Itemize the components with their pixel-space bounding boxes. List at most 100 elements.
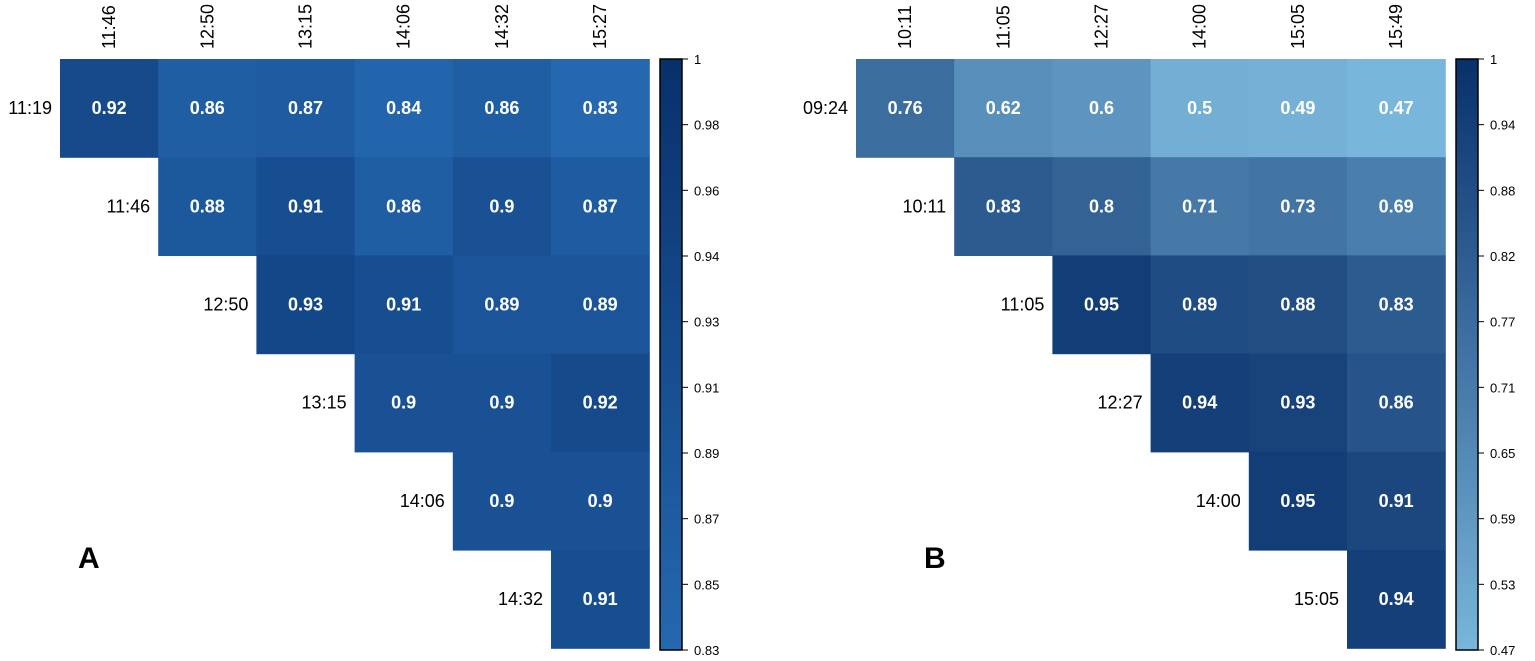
heatmap-cell bbox=[1347, 451, 1446, 551]
cell-value-label: 0.8 bbox=[1089, 196, 1114, 216]
colorbar-tick-label: 0.93 bbox=[694, 315, 719, 330]
colorbar-tick-label: 0.47 bbox=[1490, 643, 1515, 656]
cell-value-label: 0.9 bbox=[391, 393, 416, 413]
colorbar-tick-label: 0.98 bbox=[694, 118, 719, 133]
column-label: 11:05 bbox=[993, 5, 1013, 49]
heatmap-cell bbox=[1150, 59, 1250, 158]
heatmap-cell bbox=[256, 157, 356, 256]
row-label: 11:46 bbox=[106, 196, 150, 216]
colorbar bbox=[659, 58, 683, 651]
heatmap-cell bbox=[954, 157, 1053, 256]
row-label: 09:24 bbox=[803, 98, 848, 118]
heatmap-cell bbox=[1052, 157, 1152, 256]
column-label: 14:00 bbox=[1190, 4, 1210, 49]
cell-value-label: 0.5 bbox=[1187, 98, 1212, 118]
colorbar-tick-label: 0.59 bbox=[1490, 512, 1515, 527]
colorbar-tick-label: 0.94 bbox=[694, 249, 719, 264]
cell-value-label: 0.94 bbox=[1379, 589, 1414, 609]
heatmap-cell bbox=[1347, 59, 1446, 158]
cell-value-label: 0.62 bbox=[986, 98, 1021, 118]
row-label: 10:11 bbox=[902, 196, 946, 216]
heatmap-cell bbox=[1052, 59, 1152, 158]
cell-value-label: 0.91 bbox=[386, 295, 421, 315]
heatmap-cell bbox=[1052, 255, 1152, 355]
panel-a: 11:46 12:50 13:15 14:06 14:32 15:27 0.92 0.86 0.… bbox=[8, 4, 719, 658]
colorbar-tick-label: 0.89 bbox=[694, 446, 719, 461]
cell-value-label: 0.91 bbox=[583, 589, 618, 609]
column-label: 15:27 bbox=[590, 4, 610, 49]
row-label: 12:50 bbox=[203, 295, 248, 315]
panel-b: 10:11 11:05 12:27 14:00 15:05 15:49 0.76 0.62 0.… bbox=[803, 4, 1515, 658]
heatmap-cell bbox=[354, 353, 454, 453]
heatmap-cell bbox=[551, 157, 650, 256]
heatmap-cell bbox=[551, 59, 650, 158]
row-label: 14:32 bbox=[498, 589, 543, 609]
colorbar bbox=[1455, 58, 1479, 651]
cell-value-label: 0.86 bbox=[190, 98, 225, 118]
cell-value-label: 0.9 bbox=[489, 196, 514, 216]
cell-value-label: 0.89 bbox=[484, 295, 519, 315]
cell-value-label: 0.9 bbox=[489, 393, 514, 413]
row-label: 11:19 bbox=[8, 98, 52, 118]
heatmap-cell bbox=[954, 59, 1053, 158]
row-label: 13:15 bbox=[302, 393, 347, 413]
heatmap-cell bbox=[452, 59, 552, 158]
row-label: 12:27 bbox=[1098, 393, 1143, 413]
cell-value-label: 0.86 bbox=[386, 196, 421, 216]
colorbar-tick-label: 0.77 bbox=[1490, 315, 1515, 330]
column-label: 13:15 bbox=[296, 4, 316, 49]
heatmap-cell bbox=[1248, 451, 1348, 551]
heatmap-cell bbox=[1347, 353, 1446, 453]
cell-value-label: 0.83 bbox=[986, 196, 1021, 216]
cell-value-label: 0.93 bbox=[1280, 393, 1315, 413]
colorbar-tick-label: 0.87 bbox=[694, 512, 719, 527]
row-label: 15:05 bbox=[1294, 589, 1339, 609]
colorbar-tick-label: 0.71 bbox=[1490, 380, 1515, 395]
panel-letter: B bbox=[924, 542, 946, 575]
cell-value-label: 0.86 bbox=[484, 98, 519, 118]
colorbar-tick-label: 1 bbox=[694, 52, 701, 67]
heatmap-cell bbox=[354, 59, 454, 158]
column-label: 15:49 bbox=[1386, 4, 1406, 49]
cell-value-label: 0.83 bbox=[583, 98, 618, 118]
heatmap-cell bbox=[158, 157, 257, 256]
column-label: 12:27 bbox=[1092, 4, 1112, 49]
colorbar-tick-label: 0.94 bbox=[1490, 118, 1515, 133]
heatmap-cell bbox=[856, 59, 955, 158]
column-label: 14:06 bbox=[394, 4, 414, 49]
heatmap-cell bbox=[256, 255, 356, 355]
cell-value-label: 0.91 bbox=[1379, 491, 1414, 511]
heatmap-cell bbox=[551, 550, 650, 649]
colorbar-tick-label: 0.53 bbox=[1490, 577, 1515, 592]
heatmap-cell bbox=[551, 353, 650, 453]
cell-value-label: 0.91 bbox=[288, 196, 323, 216]
cell-value-label: 0.47 bbox=[1379, 98, 1414, 118]
colorbar-tick-label: 0.96 bbox=[694, 183, 719, 198]
cell-value-label: 0.6 bbox=[1089, 98, 1114, 118]
heatmap-cell bbox=[60, 59, 159, 158]
column-label: 12:50 bbox=[197, 4, 217, 49]
colorbar-tick-label: 0.83 bbox=[694, 643, 719, 656]
row-label: 14:00 bbox=[1196, 491, 1241, 511]
cell-value-label: 0.71 bbox=[1182, 196, 1217, 216]
cell-value-label: 0.88 bbox=[1280, 295, 1315, 315]
heatmap-cell bbox=[1248, 157, 1348, 256]
cell-value-label: 0.69 bbox=[1379, 196, 1414, 216]
heatmap-cell bbox=[158, 59, 257, 158]
cell-value-label: 0.89 bbox=[583, 295, 618, 315]
cell-value-label: 0.86 bbox=[1379, 393, 1414, 413]
heatmap-cell bbox=[1248, 59, 1348, 158]
row-label: 14:06 bbox=[400, 491, 445, 511]
heatmap-cell bbox=[551, 255, 650, 355]
colorbar-tick-label: 1 bbox=[1490, 52, 1497, 67]
colorbar-tick-label: 0.91 bbox=[694, 380, 719, 395]
cell-value-label: 0.87 bbox=[288, 98, 323, 118]
heatmap-cell bbox=[1347, 157, 1446, 256]
panel-letter: A bbox=[78, 542, 100, 575]
cell-value-label: 0.93 bbox=[288, 295, 323, 315]
colorbar-tick-label: 0.88 bbox=[1490, 183, 1515, 198]
column-label: 15:05 bbox=[1288, 4, 1308, 49]
column-label: 14:32 bbox=[492, 4, 512, 49]
cell-value-label: 0.83 bbox=[1379, 295, 1414, 315]
heatmap-cell bbox=[452, 451, 552, 551]
